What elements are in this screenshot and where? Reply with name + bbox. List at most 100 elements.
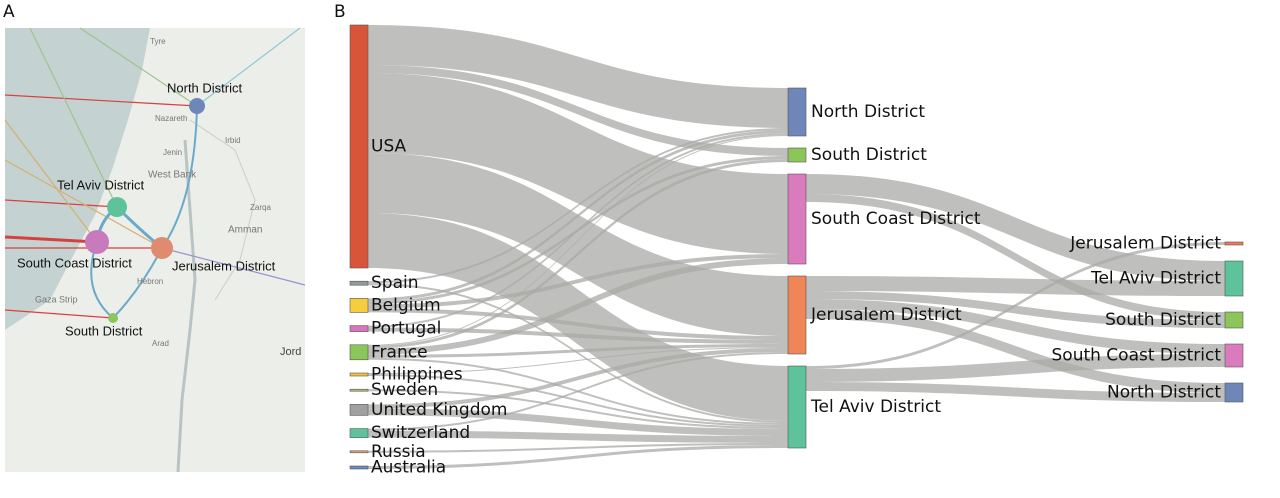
node-label: Philippines [371, 365, 463, 385]
node [1224, 343, 1244, 368]
flow-link [806, 309, 1225, 393]
flow-link [368, 352, 788, 431]
flow-link [368, 25, 788, 128]
node [787, 173, 807, 265]
flow-link [806, 174, 1225, 281]
place-label: West Bank [148, 170, 197, 181]
node [349, 280, 369, 286]
node [787, 275, 807, 355]
flow-link [368, 128, 788, 284]
node-label: Australia [371, 458, 446, 478]
node-label: Tel Aviv District [1090, 269, 1221, 289]
flow-link [368, 283, 788, 423]
district-label: North District [167, 80, 243, 95]
node [349, 428, 369, 438]
flow-link [368, 443, 788, 453]
flow-link [368, 135, 788, 346]
node [1224, 382, 1244, 403]
flow-link [806, 299, 1225, 354]
node-label: France [371, 342, 428, 362]
place-label: Nazareth [155, 114, 187, 123]
flow-link [368, 445, 788, 469]
district-marker [85, 230, 109, 254]
node-label: Portugal [371, 319, 441, 339]
node-label: Jerusalem District [810, 305, 962, 325]
district-marker [189, 98, 205, 114]
node [349, 465, 369, 470]
flow-link [806, 194, 1225, 320]
place-label: Hebron [137, 277, 163, 286]
flow-link [368, 153, 788, 336]
node [349, 325, 369, 332]
flow-link [806, 291, 1225, 328]
district-marker [151, 237, 173, 259]
node-label: Belgium [371, 295, 441, 315]
panel-label: A [3, 2, 15, 22]
map-river [176, 139, 197, 473]
district-label: South District [65, 323, 143, 338]
flow-link [368, 65, 788, 156]
place-label: Arad [152, 339, 169, 348]
node [1224, 260, 1244, 297]
node [349, 404, 369, 416]
flow-link [368, 408, 788, 436]
flow-link [368, 159, 788, 349]
district-label: Tel Aviv District [57, 177, 145, 192]
flow-link [368, 254, 788, 309]
map-border [189, 119, 256, 301]
map-routes [4, 27, 306, 319]
district-label: Jerusalem District [172, 258, 276, 273]
flow-link [806, 354, 1225, 382]
place-label: Jord [280, 346, 301, 358]
node [787, 147, 807, 163]
map-sea [5, 28, 150, 330]
node [1224, 311, 1244, 329]
node [787, 87, 807, 137]
flow-link [806, 242, 1225, 369]
node-label: Jerusalem District [1069, 234, 1221, 254]
map: North District Tel Aviv District South C… [4, 27, 306, 473]
place-label: Irbid [225, 136, 241, 145]
links [368, 25, 1225, 469]
flow-link [368, 133, 788, 328]
panel-label: B [334, 2, 346, 22]
flow-link [368, 308, 788, 340]
node-label: USA [371, 137, 407, 157]
node-label: Russia [371, 442, 426, 462]
flow-link [806, 382, 1225, 402]
node-label: United Kingdom [371, 400, 507, 420]
node-label: South District [1105, 310, 1221, 330]
place-label: Jenin [163, 148, 182, 157]
flow-link [806, 276, 1225, 296]
place-label: Tyre [150, 37, 166, 46]
node-label: South Coast District [811, 209, 981, 229]
district-marker [108, 313, 118, 323]
flow-link [368, 389, 788, 429]
node-label: Spain [371, 273, 419, 293]
node-label: South Coast District [1052, 346, 1222, 366]
node-label: South District [811, 145, 927, 165]
node [349, 388, 369, 392]
district-marker [107, 197, 127, 217]
node [349, 298, 369, 313]
flow-link [368, 374, 788, 427]
flow-link [368, 347, 788, 374]
flow-link [368, 344, 788, 358]
node [1224, 241, 1244, 246]
place-label: Amman [228, 225, 262, 236]
place-label: Zarqa [250, 203, 271, 212]
district-label: South Coast District [17, 255, 132, 270]
node-label: Tel Aviv District [810, 397, 941, 417]
node [349, 344, 369, 361]
node-label: North District [811, 102, 925, 122]
place-label: Gaza Strip [35, 294, 78, 304]
node-label: North District [1107, 383, 1221, 403]
flow-link [368, 130, 788, 302]
node-label: Switzerland [371, 423, 470, 443]
flow-link [368, 348, 788, 409]
node [787, 365, 807, 449]
node [349, 24, 369, 269]
flow-link [368, 430, 788, 443]
